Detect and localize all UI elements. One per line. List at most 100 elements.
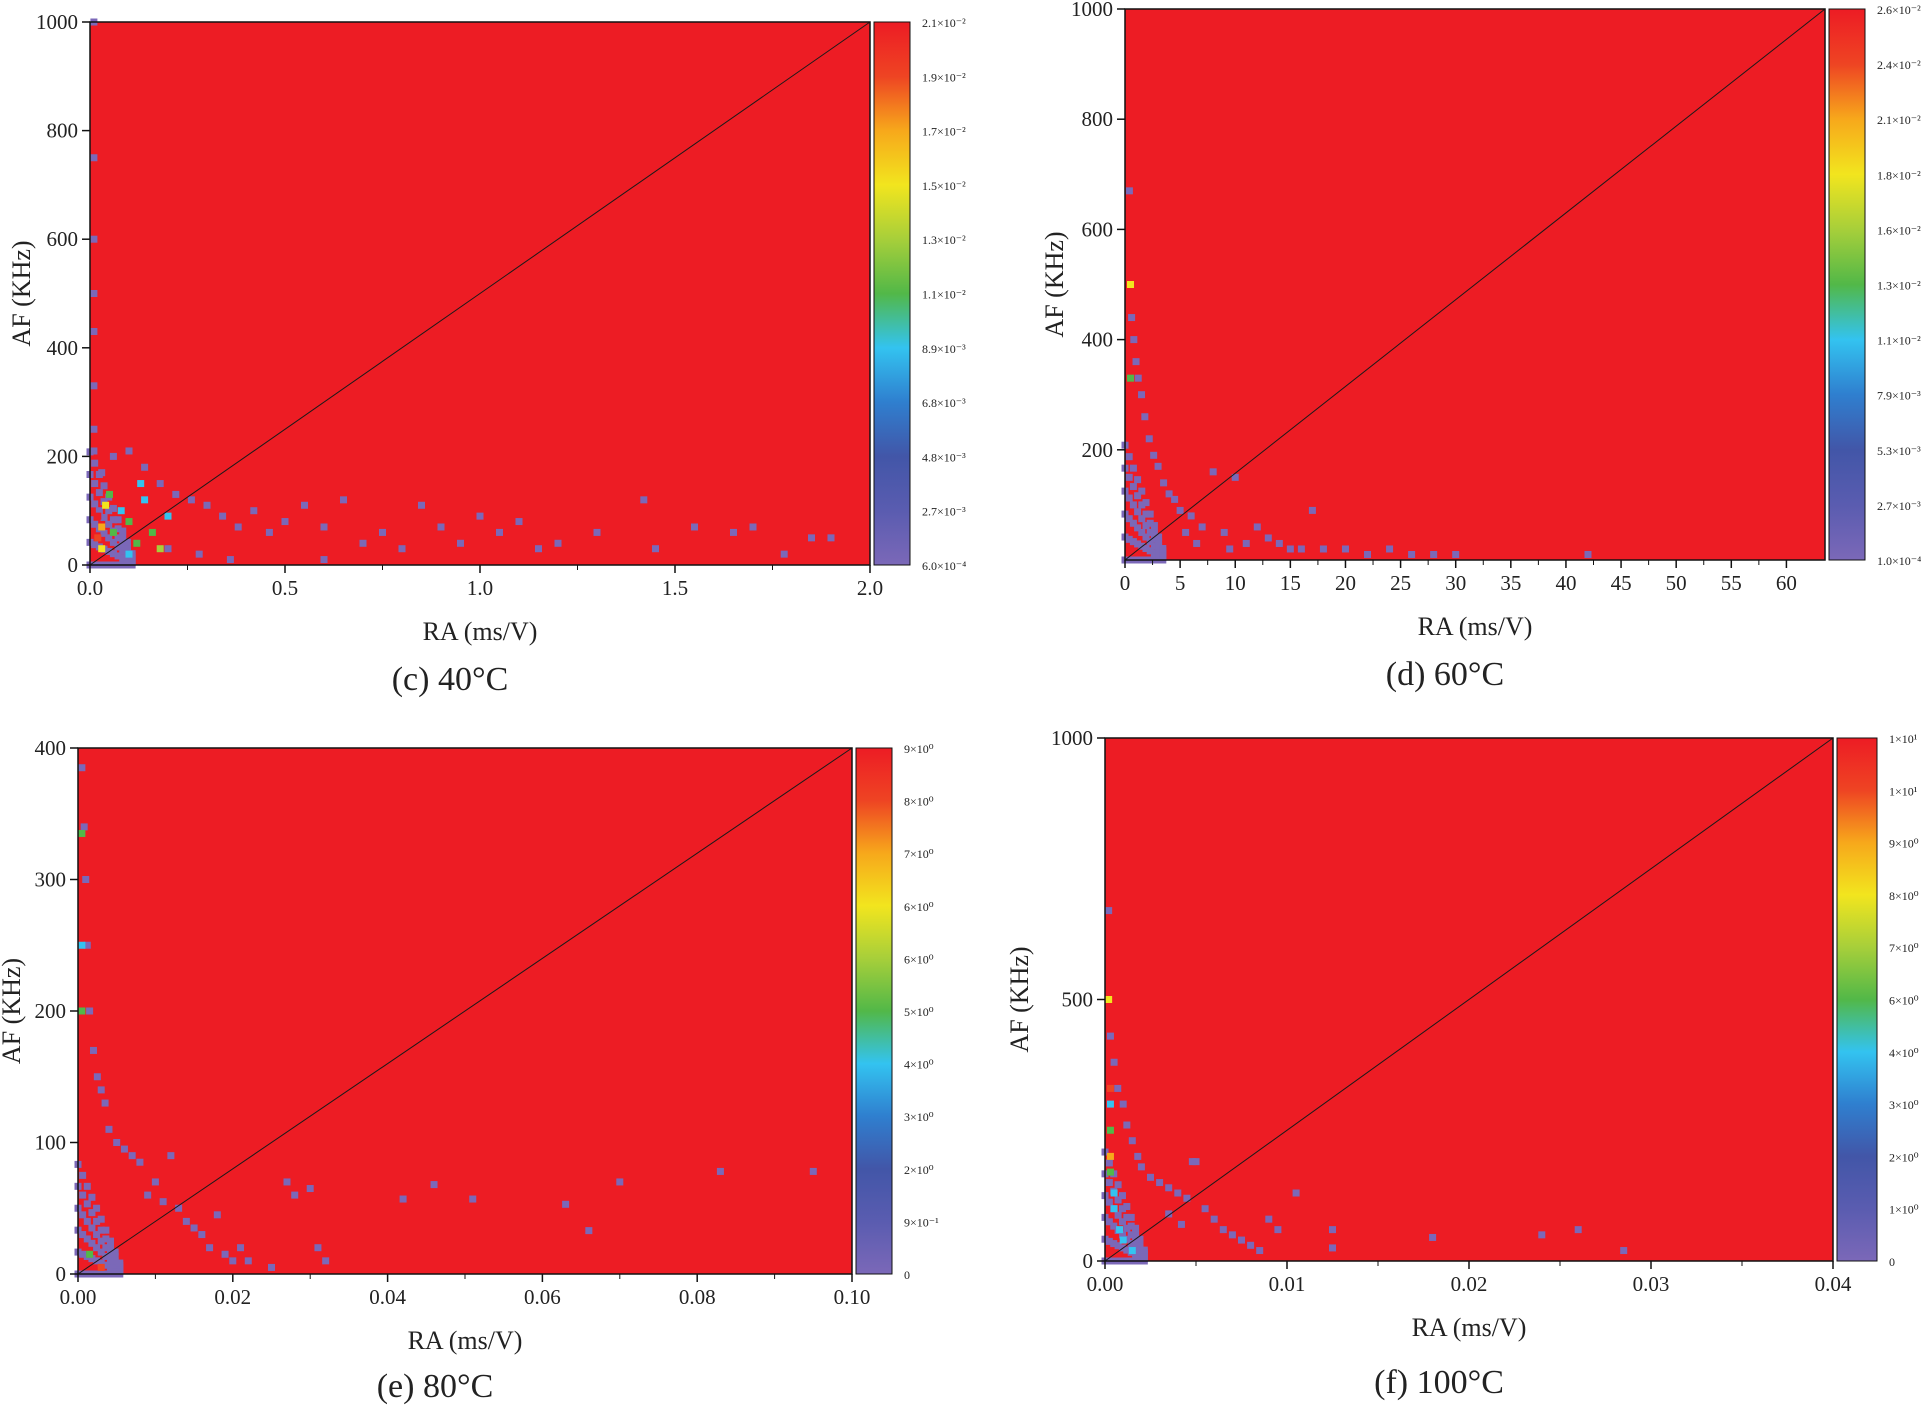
data-point [102,1252,110,1260]
x-tick-label: 0.00 [60,1285,97,1309]
data-point [90,425,98,433]
data-point [93,1217,101,1225]
data-point [1177,1220,1185,1228]
data-point [359,539,367,547]
data-point [1155,538,1163,546]
data-point [78,764,86,772]
colorbar-label: 1.7×10⁻² [922,125,966,139]
data-point [221,1250,229,1258]
data-point [1134,374,1142,382]
data-point [198,1231,206,1239]
colorbar-label: 6×10⁰ [904,900,934,914]
hot-bin [78,1007,86,1015]
x-tick-label: 0.02 [214,1285,251,1309]
data-point [119,534,127,542]
colorbar-label: 1.5×10⁻² [922,179,966,193]
data-point [151,1178,159,1186]
colorbar-label: 9×10⁻¹ [904,1215,939,1229]
y-tick-label: 200 [47,444,79,468]
data-point [340,496,347,504]
x-tick-label: 45 [1611,571,1632,595]
data-point [97,1237,105,1245]
data-point [102,1261,110,1269]
hot-bin [1105,996,1113,1003]
x-tick-label: 2.0 [857,576,883,600]
data-point [182,1217,190,1225]
hot-bin [102,501,110,509]
x-tick-label: 1.5 [662,576,688,600]
y-tick-label: 100 [35,1131,67,1155]
data-point [554,539,562,547]
data-point [1165,1184,1173,1192]
data-point [1106,1032,1114,1040]
x-axis-label: RA (ms/V) [423,617,538,646]
data-point [314,1244,322,1252]
data-point [97,1259,105,1267]
data-point [107,1250,115,1258]
data-point [167,1152,175,1160]
x-tick-label: 10 [1225,571,1246,595]
data-point [1105,1237,1113,1245]
panel-caption: (f) 100°C [1374,1364,1504,1401]
data-point [79,1191,87,1199]
data-point [187,496,195,504]
hot-bin [98,545,106,553]
data-point [1147,1173,1154,1181]
data-point [652,545,659,553]
colorbar-label: 2.7×10⁻³ [1877,499,1921,513]
data-point [1226,545,1234,553]
data-point [457,539,464,547]
panel-caption: (c) 40°C [392,661,509,698]
data-point [1118,1231,1126,1239]
data-point [1140,1246,1148,1254]
data-point [1155,551,1163,559]
data-point [1292,1189,1300,1197]
colorbar-label: 3×10⁰ [1889,1098,1919,1112]
data-point [97,1226,105,1234]
data-point [95,471,103,478]
data-point [119,541,127,549]
data-point [1174,1189,1182,1197]
colorbar-label: 1.9×10⁻² [922,70,966,84]
diagonal-line [1124,8,1826,561]
data-point [1105,907,1113,915]
x-tick-label: 0.04 [1815,1272,1852,1296]
data-point [1146,519,1154,527]
hot-bin [125,518,133,526]
data-point [190,1224,198,1232]
data-point [95,489,103,497]
colorbar-label: 2.1×10⁻² [1877,113,1921,127]
data-point [1242,539,1250,547]
data-point [1452,550,1460,558]
colorbar-label: 1.6×10⁻² [1877,223,1921,237]
data-point [1429,1233,1437,1241]
data-point [164,545,172,553]
data-point [1209,468,1217,476]
data-point [399,1195,407,1203]
hot-bin [78,829,86,837]
data-point [114,534,122,542]
data-point [250,507,258,515]
colorbar-label: 5.3×10⁻³ [1877,444,1921,458]
data-point [91,459,99,467]
y-tick-label: 0 [56,1262,67,1286]
data-point [1125,453,1133,461]
data-point [119,554,127,562]
data-point [79,1231,87,1239]
y-tick-label: 600 [47,227,79,251]
data-point [1141,413,1149,421]
data-point [1264,534,1272,542]
data-point [120,1145,128,1153]
hot-bin [106,490,113,498]
data-point [125,447,133,455]
data-point [237,1244,245,1252]
data-point [1182,528,1190,536]
data-point [90,382,98,390]
hot-bin [1128,1247,1136,1255]
data-point [1138,501,1146,509]
data-point [114,552,122,560]
data-point [1114,1242,1122,1250]
data-point [128,1152,136,1160]
data-point [1584,550,1592,558]
y-tick-label: 800 [1082,107,1114,131]
